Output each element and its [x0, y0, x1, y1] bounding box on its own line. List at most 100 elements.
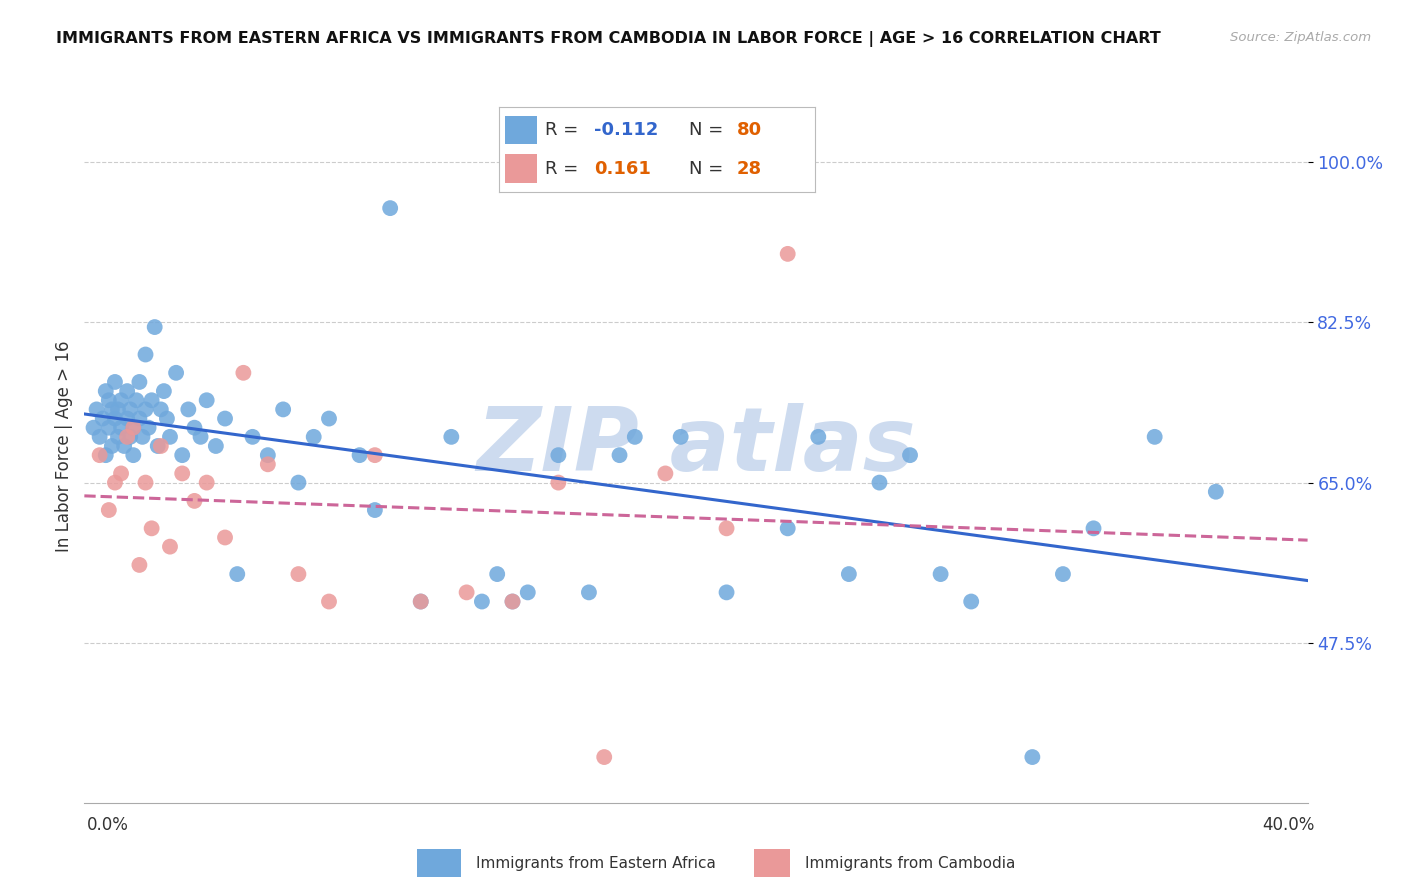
Text: 0.0%: 0.0% [87, 816, 129, 834]
Point [107, 402, 129, 417]
Point [141, 521, 163, 535]
Point [409, 594, 432, 608]
Text: 28: 28 [737, 160, 762, 178]
Text: N =: N = [689, 160, 728, 178]
Point [195, 393, 218, 408]
Point [172, 448, 194, 462]
Point [205, 439, 228, 453]
Point [165, 366, 187, 380]
Point [104, 475, 127, 490]
Point [120, 430, 142, 444]
Text: IMMIGRANTS FROM EASTERN AFRICA VS IMMIGRANTS FROM CAMBODIA IN LABOR FORCE | AGE : IMMIGRANTS FROM EASTERN AFRICA VS IMMIGR… [56, 31, 1161, 47]
Point [440, 430, 463, 444]
Point [547, 475, 569, 490]
Point [86, 402, 108, 417]
Point [110, 420, 132, 434]
Point [122, 420, 145, 434]
Point [960, 594, 983, 608]
Point [91, 411, 114, 425]
Text: 0.161: 0.161 [593, 160, 651, 178]
Text: Source: ZipAtlas.com: Source: ZipAtlas.com [1230, 31, 1371, 45]
Point [128, 375, 150, 389]
Point [122, 448, 145, 462]
Point [716, 585, 738, 599]
Point [183, 420, 205, 434]
Point [89, 448, 111, 462]
Text: -0.112: -0.112 [593, 121, 658, 139]
Point [547, 448, 569, 462]
Point [214, 531, 236, 545]
Point [287, 475, 309, 490]
Point [776, 521, 799, 535]
Point [146, 439, 169, 453]
Point [716, 521, 738, 535]
Point [214, 411, 236, 425]
Point [110, 393, 132, 408]
Point [128, 411, 150, 425]
Point [502, 594, 524, 608]
Point [257, 458, 280, 472]
Point [1052, 567, 1074, 582]
Point [364, 503, 387, 517]
Point [104, 411, 127, 425]
Point [349, 448, 371, 462]
Point [271, 402, 294, 417]
Point [486, 567, 509, 582]
Point [685, 174, 707, 188]
Point [177, 402, 200, 417]
Point [869, 475, 891, 490]
Text: Immigrants from Eastern Africa: Immigrants from Eastern Africa [475, 855, 716, 871]
Point [1143, 430, 1166, 444]
Point [183, 494, 205, 508]
Point [578, 585, 600, 599]
Point [159, 430, 181, 444]
FancyBboxPatch shape [418, 849, 461, 877]
FancyBboxPatch shape [506, 154, 537, 183]
Point [125, 393, 148, 408]
Text: R =: R = [546, 121, 583, 139]
Point [257, 448, 280, 462]
Point [149, 439, 172, 453]
Point [122, 420, 145, 434]
Point [97, 503, 120, 517]
Point [318, 594, 340, 608]
Y-axis label: In Labor Force | Age > 16: In Labor Force | Age > 16 [55, 340, 73, 552]
Point [153, 384, 176, 398]
Point [302, 430, 325, 444]
Point [838, 567, 860, 582]
Point [112, 439, 135, 453]
Point [83, 420, 105, 434]
Point [107, 430, 129, 444]
Point [898, 448, 921, 462]
Point [101, 402, 124, 417]
Point [1205, 484, 1227, 499]
Point [141, 393, 163, 408]
Text: 40.0%: 40.0% [1263, 816, 1315, 834]
Point [287, 567, 309, 582]
Point [156, 411, 179, 425]
Point [94, 448, 117, 462]
Text: 80: 80 [737, 121, 762, 139]
Point [172, 467, 194, 481]
Point [380, 201, 402, 215]
Point [1021, 750, 1043, 764]
Point [195, 475, 218, 490]
Point [471, 594, 494, 608]
Point [226, 567, 249, 582]
Point [97, 420, 120, 434]
Point [135, 475, 157, 490]
Point [929, 567, 952, 582]
Point [89, 430, 111, 444]
Point [364, 448, 387, 462]
Point [135, 347, 157, 361]
Point [115, 430, 138, 444]
Point [609, 448, 631, 462]
Point [409, 594, 432, 608]
Point [97, 393, 120, 408]
Point [131, 430, 153, 444]
Point [624, 430, 647, 444]
FancyBboxPatch shape [754, 849, 790, 877]
Point [128, 558, 150, 572]
Point [94, 384, 117, 398]
Point [1083, 521, 1105, 535]
